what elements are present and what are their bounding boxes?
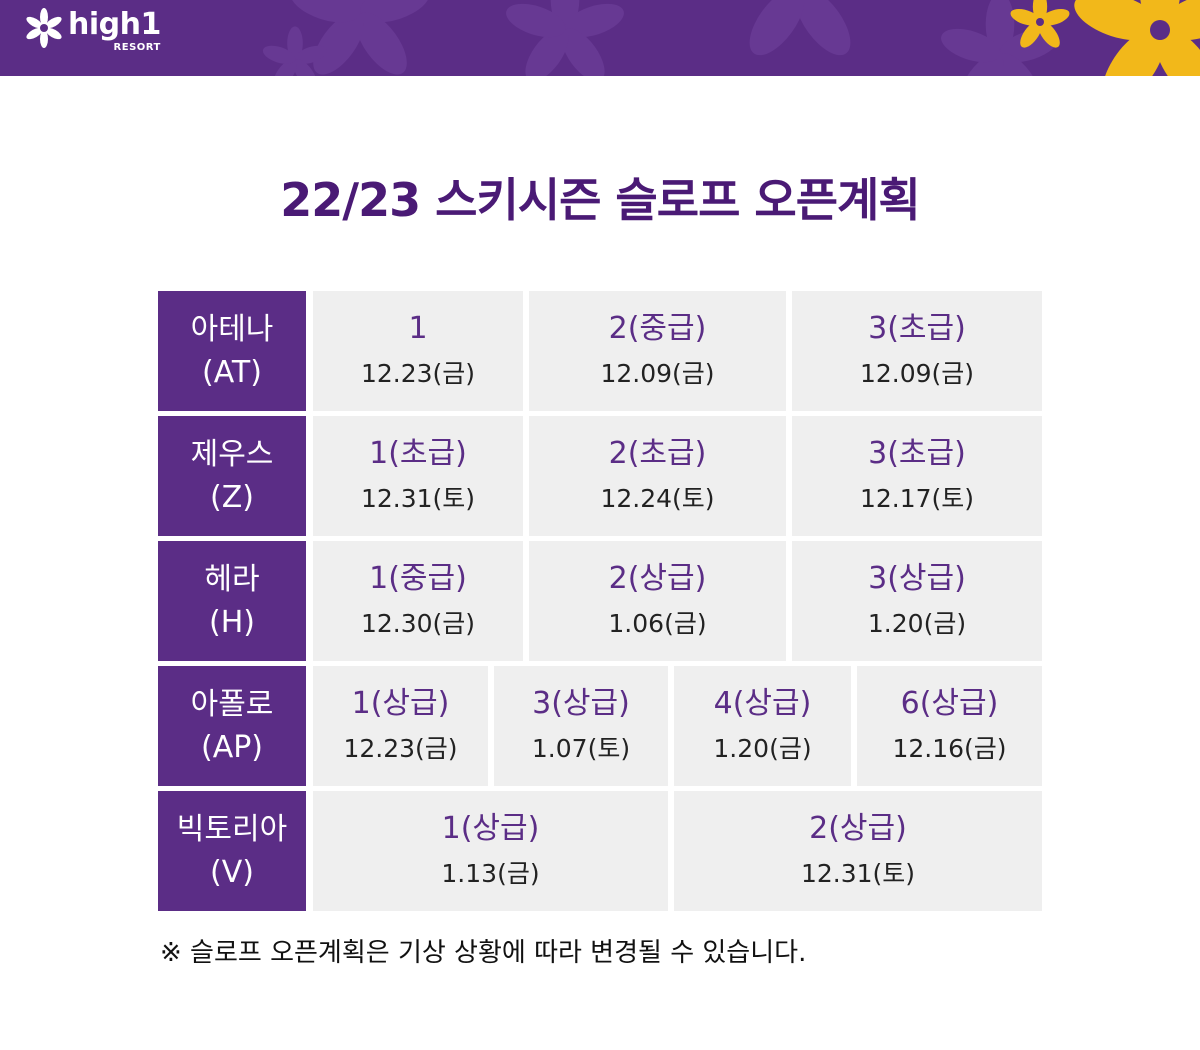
table-row: 제우스 (Z) 1(초급) 12.31(토) 2(초급) 12.24(토) 3(… (158, 416, 1042, 536)
slope-name: 1(초급) (369, 436, 467, 471)
slope-cell: 1(상급) 12.23(금) (313, 666, 488, 786)
open-date: 12.24(토) (600, 484, 715, 513)
slope-cell: 2(상급) 12.31(토) (674, 791, 1042, 911)
flower-icon (26, 8, 62, 48)
slope-name: 2(상급) (809, 811, 907, 846)
header-banner: high1 RESORT (0, 0, 1200, 76)
table-row: 아폴로 (AP) 1(상급) 12.23(금) 3(상급) 1.07(토) 4(… (158, 666, 1042, 786)
course-name: 아테나 (190, 312, 274, 347)
open-date: 1.20(금) (867, 609, 967, 638)
slope-name: 1(중급) (369, 561, 467, 596)
slope-name: 3(초급) (868, 311, 966, 346)
course-name: 빅토리아 (176, 812, 288, 847)
course-code: (Z) (210, 480, 254, 515)
open-date: 1.20(금) (713, 734, 812, 763)
open-date: 12.17(토) (859, 484, 975, 513)
open-date: 1.06(금) (608, 609, 707, 638)
slope-name: 3(초급) (868, 436, 966, 471)
course-label: 아테나 (AT) (158, 291, 306, 411)
slope-cell: 2(중급) 12.09(금) (529, 291, 786, 411)
slope-name: 1(상급) (441, 811, 540, 846)
table-row: 빅토리아 (V) 1(상급) 1.13(금) 2(상급) 12.31(토) (158, 791, 1042, 911)
slope-schedule-table: 아테나 (AT) 1 12.23(금) 2(중급) 12.09(금) 3(초급)… (158, 291, 1042, 916)
open-date: 12.23(금) (343, 734, 458, 763)
logo-subtitle: RESORT (113, 42, 161, 53)
slope-cell: 3(상급) 1.20(금) (792, 541, 1042, 661)
logo-wordmark: high1 (68, 7, 161, 42)
slope-cell: 4(상급) 1.20(금) (674, 666, 851, 786)
open-date: 12.31(토) (800, 859, 916, 888)
slope-name: 2(상급) (608, 561, 707, 596)
slope-name: 4(상급) (713, 686, 812, 721)
course-name: 헤라 (204, 562, 260, 597)
slope-cell: 3(초급) 12.09(금) (792, 291, 1042, 411)
course-label: 헤라 (H) (158, 541, 306, 661)
slope-name: 6(상급) (900, 686, 999, 721)
page-title: 22/23 스키시즌 슬로프 오픈계획 (280, 173, 920, 227)
open-date: 1.07(토) (531, 734, 631, 763)
open-date: 12.23(금) (360, 359, 476, 388)
open-date: 12.09(금) (600, 359, 715, 388)
table-row: 헤라 (H) 1(중급) 12.30(금) 2(상급) 1.06(금) 3(상급… (158, 541, 1042, 661)
open-date: 12.31(토) (360, 484, 476, 513)
open-date: 1.13(금) (441, 859, 540, 888)
course-code: (AT) (202, 355, 262, 390)
course-label: 아폴로 (AP) (158, 666, 306, 786)
slope-name: 1 (408, 311, 428, 346)
open-date: 12.09(금) (859, 359, 975, 388)
slope-name: 3(상급) (868, 561, 966, 596)
course-code: (H) (209, 605, 255, 640)
slope-cell: 2(상급) 1.06(금) (529, 541, 786, 661)
course-code: (V) (210, 855, 254, 890)
table-row: 아테나 (AT) 1 12.23(금) 2(중급) 12.09(금) 3(초급)… (158, 291, 1042, 411)
slope-cell: 6(상급) 12.16(금) (857, 666, 1042, 786)
slope-name: 1(상급) (351, 686, 450, 721)
course-name: 아폴로 (190, 687, 274, 722)
course-code: (AP) (200, 730, 264, 765)
slope-cell: 1(초급) 12.31(토) (313, 416, 523, 536)
slope-cell: 3(상급) 1.07(토) (494, 666, 668, 786)
slope-cell: 1(중급) 12.30(금) (313, 541, 523, 661)
slope-name: 3(상급) (532, 686, 630, 721)
slope-name: 2(초급) (608, 436, 707, 471)
course-label: 빅토리아 (V) (158, 791, 306, 911)
open-date: 12.16(금) (892, 734, 1007, 763)
slope-cell: 1 12.23(금) (313, 291, 523, 411)
footnote: ※ 슬로프 오픈계획은 기상 상황에 따라 변경될 수 있습니다. (160, 938, 807, 968)
slope-name: 2(중급) (608, 311, 707, 346)
slope-cell: 2(초급) 12.24(토) (529, 416, 786, 536)
course-label: 제우스 (Z) (158, 416, 306, 536)
open-date: 12.30(금) (360, 609, 476, 638)
course-name: 제우스 (190, 437, 274, 472)
slope-cell: 3(초급) 12.17(토) (792, 416, 1042, 536)
slope-cell: 1(상급) 1.13(금) (313, 791, 668, 911)
resort-logo[interactable]: high1 RESORT (22, 6, 161, 53)
flower-pattern-decoration (260, 0, 1200, 76)
